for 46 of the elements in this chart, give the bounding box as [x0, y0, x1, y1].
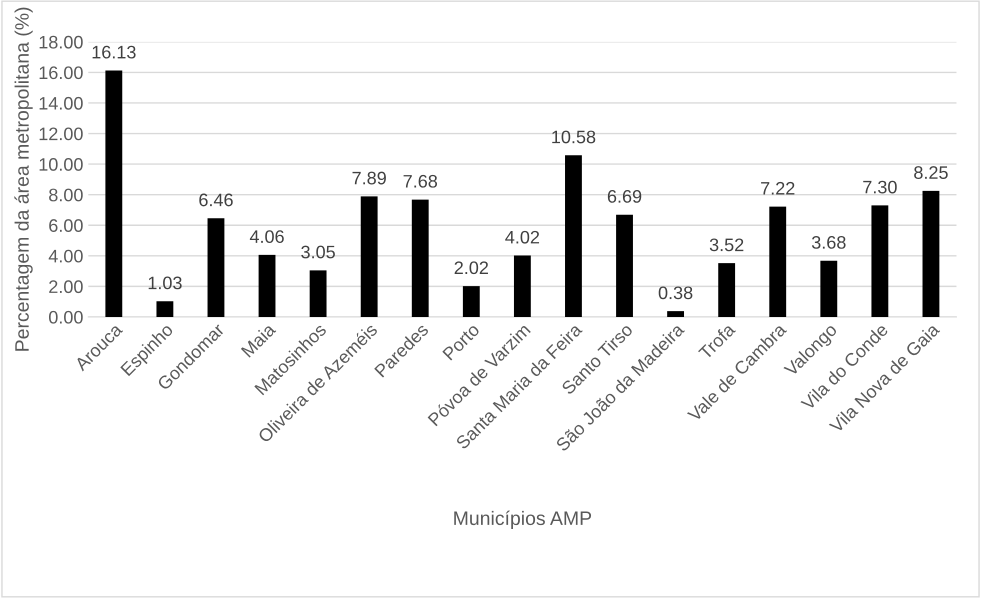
bar	[616, 214, 633, 317]
data-label: 7.68	[404, 174, 438, 188]
bar	[871, 205, 888, 317]
y-axis-title: Percentagem da área metropolitana (%)	[14, 8, 33, 351]
data-label: 0.38	[658, 286, 692, 300]
y-tick-label: 2.00	[49, 280, 83, 294]
bar	[208, 218, 224, 317]
data-label: 6.69	[608, 190, 642, 203]
data-label: 10.58	[552, 130, 596, 144]
bar	[258, 254, 276, 317]
bar	[922, 190, 940, 317]
y-tick-label: 6.00	[49, 219, 83, 232]
data-label: 3.05	[301, 246, 335, 258]
bar	[462, 286, 480, 317]
data-label: 2.02	[454, 261, 488, 274]
y-tick-label: 8.00	[49, 188, 83, 202]
bar	[820, 260, 838, 317]
data-label: 7.30	[863, 180, 897, 194]
bar	[105, 70, 122, 317]
bar	[412, 200, 429, 317]
bar	[156, 301, 174, 317]
y-tick-label: 10.00	[40, 158, 83, 171]
y-tick-label: 12.00	[40, 127, 83, 140]
data-label: 7.89	[352, 172, 386, 184]
y-tick-label: 14.00	[40, 96, 83, 110]
y-tick-label: 16.00	[40, 66, 83, 80]
y-tick-label: 18.00	[40, 36, 83, 49]
x-axis-title: Municípios AMP	[454, 510, 592, 529]
data-label: 4.06	[250, 230, 284, 243]
data-label: 1.03	[148, 276, 182, 290]
data-label: 6.46	[199, 194, 233, 206]
bar	[667, 311, 684, 317]
y-tick-label: 4.00	[48, 250, 83, 263]
bar	[310, 270, 327, 317]
data-label: 4.02	[505, 230, 540, 244]
data-label: 8.25	[914, 166, 948, 179]
bar	[718, 263, 736, 317]
bar	[514, 256, 531, 317]
bar	[769, 206, 786, 317]
data-label: 7.22	[761, 182, 794, 195]
bar	[360, 196, 378, 317]
y-tick-label: 0.00	[48, 310, 83, 324]
data-label: 3.52	[710, 238, 744, 252]
bar	[565, 155, 582, 317]
data-label: 3.68	[812, 236, 846, 249]
data-label: 16.13	[92, 46, 136, 59]
